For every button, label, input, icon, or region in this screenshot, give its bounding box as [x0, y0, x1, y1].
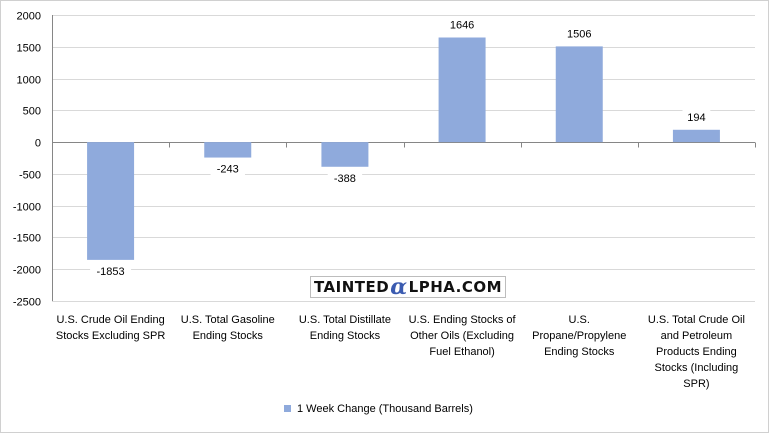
data-label-bg	[444, 17, 480, 33]
watermark-alpha: α	[390, 274, 408, 300]
data-label: 1646	[450, 19, 474, 31]
bar	[438, 37, 486, 143]
y-tick-label: 0	[35, 138, 41, 150]
y-tick-label: -2500	[13, 297, 41, 309]
data-label: -243	[217, 164, 239, 176]
data-label-bg	[90, 263, 132, 279]
axes	[52, 15, 756, 301]
watermark-text-post: LPHA.COM	[408, 278, 503, 296]
data-label-bg	[562, 26, 597, 42]
x-category-labels: U.S. Crude Oil Ending Stocks Excluding SP…	[56, 314, 745, 390]
y-tick-label: -1500	[13, 233, 41, 245]
y-tick-label: 1000	[17, 75, 41, 87]
y-tick-label: 500	[23, 106, 41, 118]
data-label-bg	[682, 109, 711, 125]
data-labels: -1853 -243 -388 1646 1506 194	[90, 17, 711, 279]
x-category-label: U.S. Total Crude Oil and Petroleum Product…	[648, 314, 745, 390]
bar	[555, 46, 603, 143]
x-category-label: U.S. Propane/Propylene Ending Stocks	[532, 314, 626, 358]
data-label-bg	[327, 170, 363, 186]
x-category-label: U.S. Total Gasoline Ending Stocks	[181, 314, 275, 342]
data-label: -388	[334, 173, 356, 185]
data-label: 194	[687, 112, 705, 124]
x-category-label: U.S. Total Distillate Ending Stocks	[299, 314, 391, 342]
bar	[204, 142, 252, 158]
legend-label: 1 Week Change (Thousand Barrels)	[297, 403, 473, 415]
legend-swatch	[284, 405, 291, 412]
y-tick-labels: 2000 1500 1000 500 0 -500 -1000 -1500 -2000 -2500	[13, 11, 41, 309]
bar	[321, 142, 369, 167]
bar	[672, 129, 720, 143]
x-category-label: U.S. Crude Oil Ending Stocks Excluding SP…	[56, 314, 165, 342]
y-tick-label: -500	[19, 170, 41, 182]
watermark-logo: TAINTED α LPHA.COM	[310, 276, 506, 298]
data-label-bg	[210, 161, 245, 177]
x-category-label: U.S. Ending Stocks of Other Oils (Excludi…	[409, 314, 517, 358]
y-tick-label: 2000	[17, 11, 41, 23]
data-label: 1506	[567, 28, 591, 40]
y-tick-label: 1500	[17, 43, 41, 55]
bars	[87, 37, 720, 260]
y-tick-label: -2000	[13, 265, 41, 277]
legend: 1 Week Change (Thousand Barrels)	[284, 403, 473, 415]
data-label: -1853	[97, 266, 125, 278]
gridlines	[52, 15, 755, 302]
y-tick-label: -1000	[13, 202, 41, 214]
bar	[87, 142, 135, 260]
watermark-text-pre: TAINTED	[313, 278, 390, 296]
